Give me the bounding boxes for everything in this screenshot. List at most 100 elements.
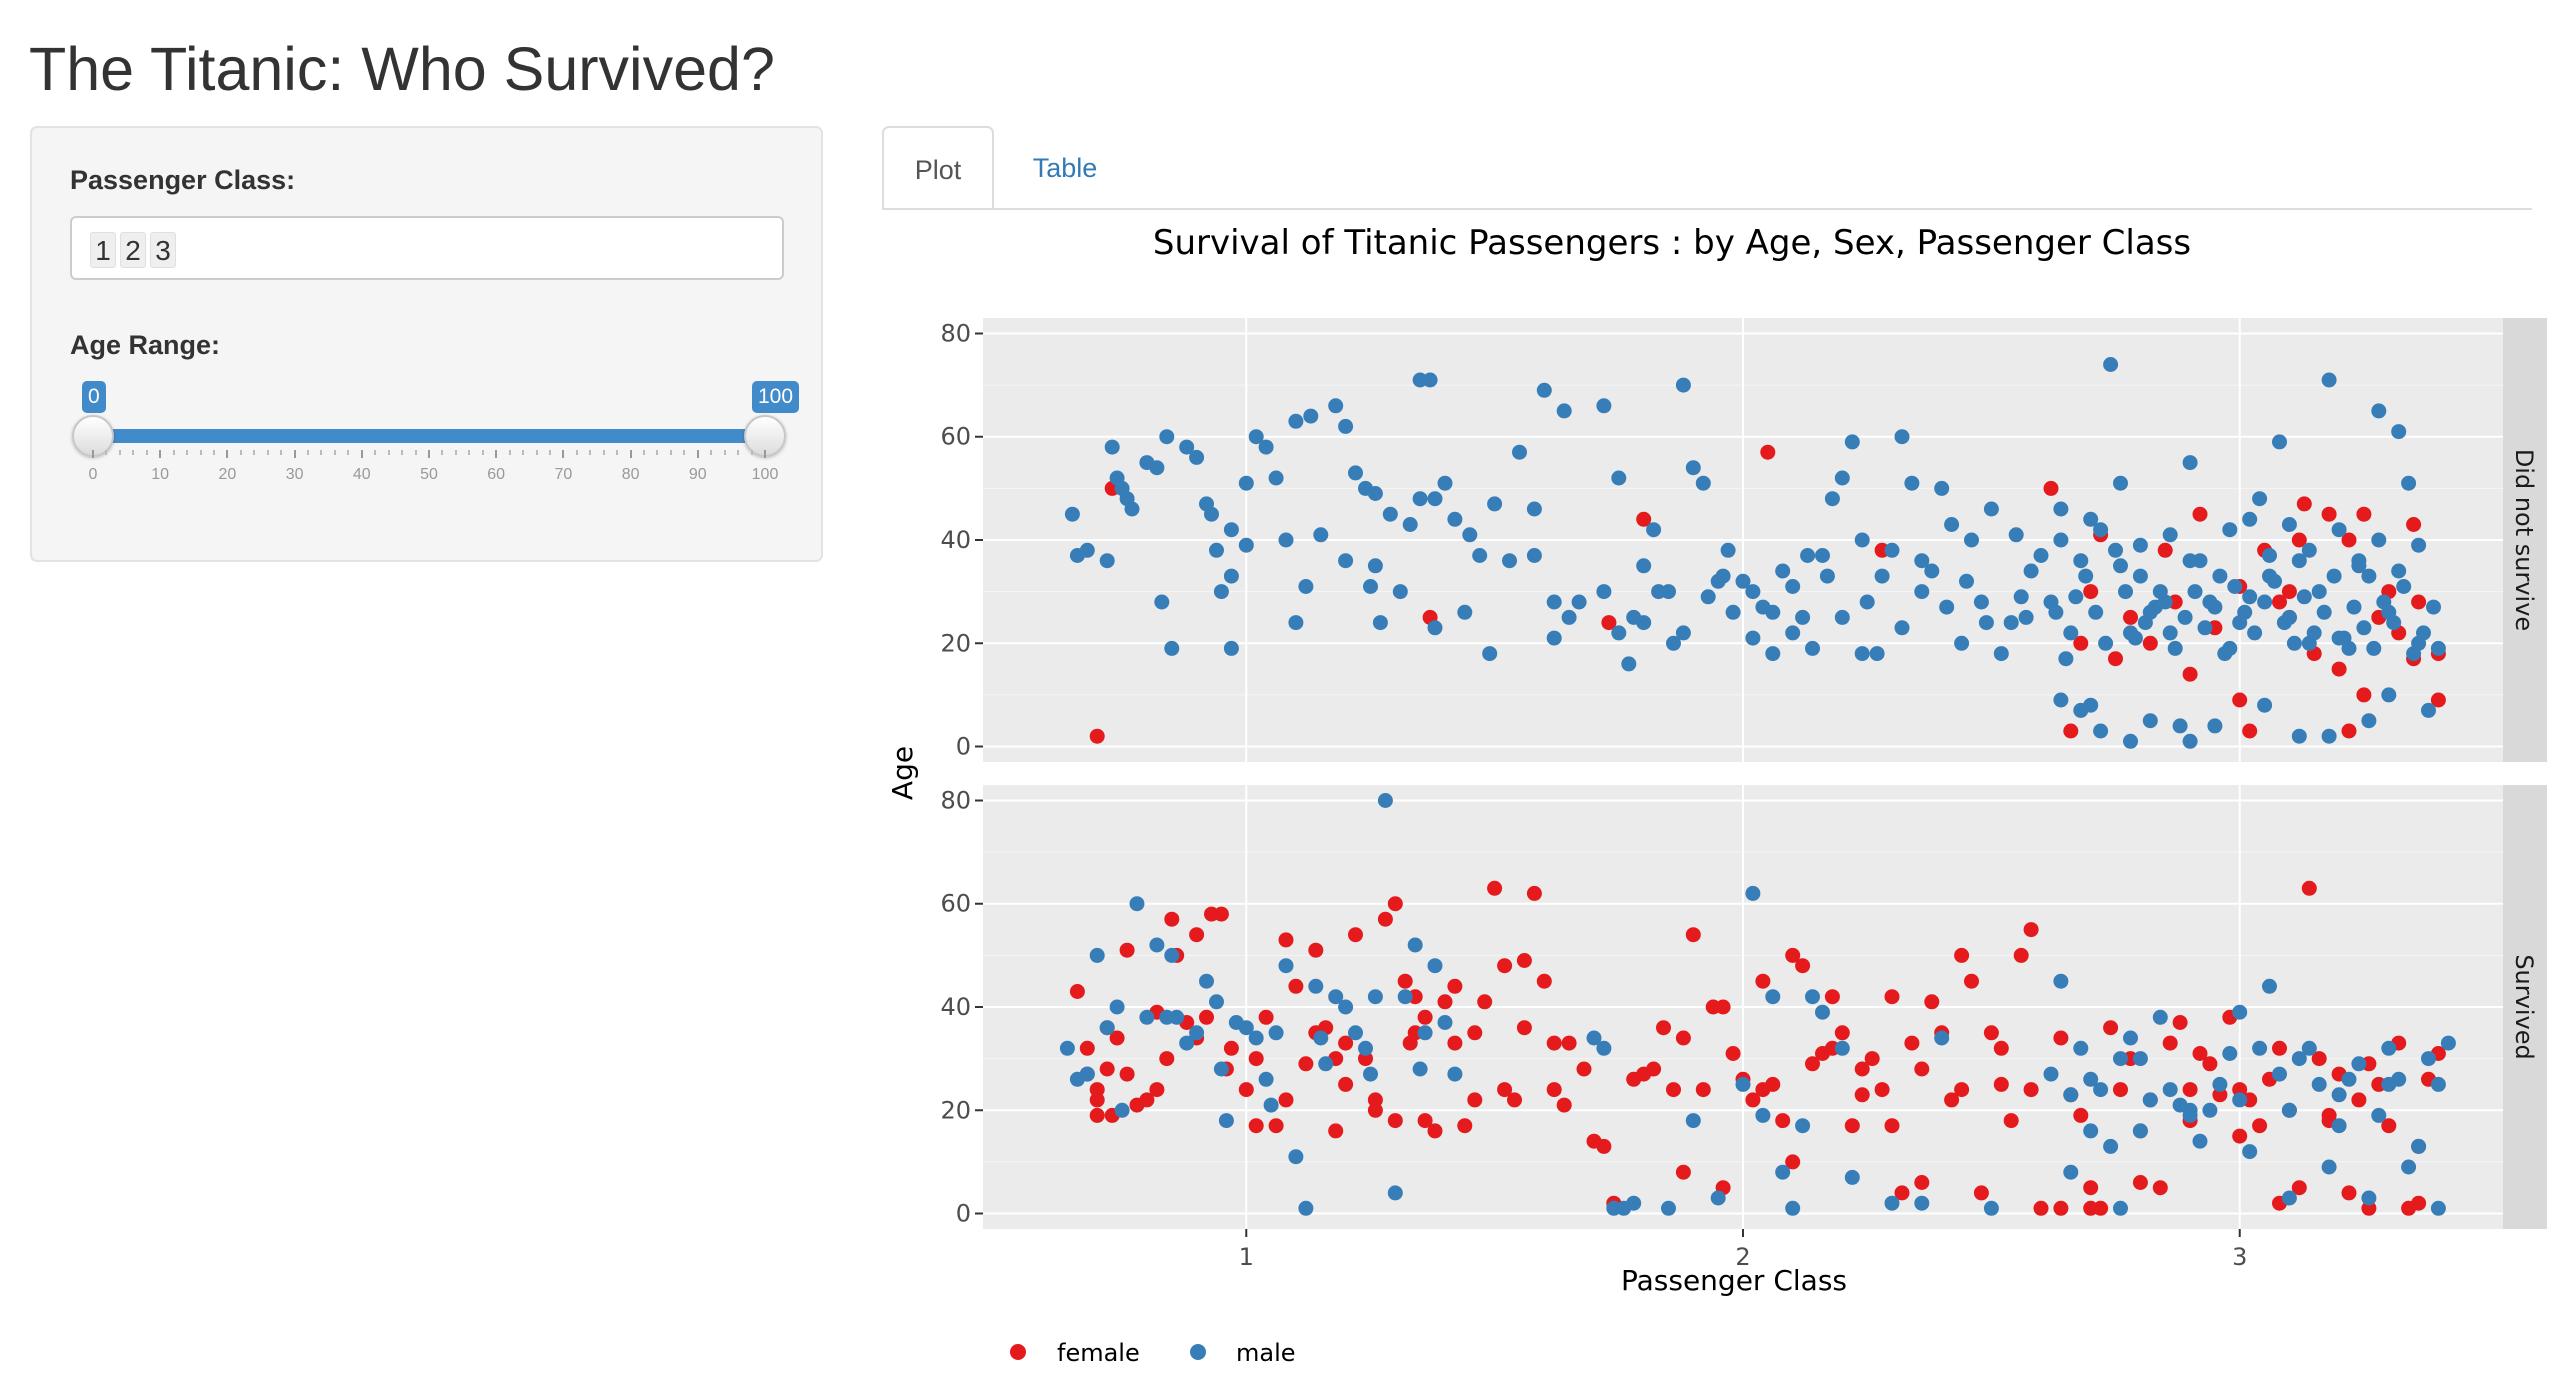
female-point	[2013, 947, 2029, 963]
male-point	[1412, 491, 1428, 507]
male-point	[1834, 1040, 1850, 1056]
axes: 0 20 40 60 80 0 20 40 60 80 1 2 3	[940, 319, 2247, 1271]
male-point	[2212, 568, 2228, 584]
female-point	[2301, 880, 2317, 896]
female-point	[2172, 1015, 2188, 1030]
male-point	[1114, 1102, 1130, 1118]
male-point	[1805, 989, 1820, 1005]
female-point	[1367, 1102, 1383, 1118]
slider-minor-tick	[239, 450, 242, 455]
page-title: The Titanic: Who Survived?	[29, 35, 775, 103]
male-point	[1482, 646, 1498, 662]
male-point	[2286, 635, 2302, 651]
male-point	[1447, 511, 1463, 527]
male-point	[1248, 429, 1264, 445]
female-point	[1685, 927, 1701, 943]
female-point	[1725, 1046, 1741, 1061]
male-point	[1611, 470, 1627, 486]
female-point	[2003, 1113, 2019, 1129]
male-point	[1392, 584, 1408, 600]
female-point	[2411, 594, 2427, 610]
passenger-class-select[interactable]: 1 2 3	[70, 216, 784, 280]
female-point	[1526, 885, 1542, 901]
male-point	[1427, 620, 1443, 636]
age-slider-track[interactable]	[94, 429, 762, 443]
slider-tick-label: 40	[352, 466, 371, 483]
male-point	[2043, 1066, 2059, 1082]
tab-table[interactable]: Table	[1032, 153, 1098, 183]
male-point	[1819, 568, 1835, 584]
female-point	[1089, 1082, 1105, 1098]
male-point	[1139, 1009, 1155, 1025]
slider-minor-tick	[145, 450, 148, 455]
male-point	[1859, 594, 1875, 610]
male-point	[2093, 723, 2109, 739]
male-point	[1377, 793, 1393, 808]
female-point	[1507, 1092, 1522, 1108]
slider-minor-tick	[199, 450, 202, 455]
male-point	[1685, 460, 1701, 476]
male-point	[1402, 517, 1418, 532]
male-point	[1427, 491, 1443, 507]
male-point	[1959, 573, 1974, 589]
legend: female male	[1010, 1339, 1296, 1367]
male-point	[2371, 403, 2387, 419]
class-chip-1[interactable]: 1	[90, 232, 116, 268]
male-point	[2356, 620, 2372, 636]
female-point	[1248, 1051, 1264, 1067]
male-point	[2182, 1107, 2198, 1123]
male-point	[1199, 973, 1214, 989]
female-point	[2152, 1180, 2168, 1196]
slider-tick-mark	[428, 450, 430, 458]
male-point	[2361, 713, 2377, 729]
male-point	[1213, 584, 1229, 600]
slider-tick-mark	[360, 450, 363, 458]
male-point	[1288, 413, 1304, 429]
male-point	[1109, 999, 1125, 1015]
female-point	[1467, 1025, 1483, 1041]
male-point	[1964, 532, 1979, 548]
female-point	[2356, 687, 2372, 703]
male-point	[2113, 1051, 2128, 1067]
male-point	[2118, 584, 2133, 600]
female-point	[1109, 1030, 1125, 1046]
male-point	[2351, 553, 2367, 569]
male-point	[1815, 548, 1830, 563]
male-point	[2311, 1076, 2327, 1092]
female-point	[2341, 1185, 2357, 1201]
male-point	[2316, 604, 2332, 620]
female-point	[2411, 1195, 2427, 1211]
male-point	[1561, 609, 1577, 625]
female-point	[1447, 978, 1463, 994]
male-point	[2331, 1118, 2347, 1134]
tab-plot[interactable]: Plot	[882, 126, 994, 210]
male-point	[1189, 449, 1205, 465]
male-point	[1223, 568, 1239, 584]
male-point	[2222, 522, 2238, 538]
male-point	[1666, 635, 1681, 651]
male-point	[1934, 1030, 1950, 1046]
male-point	[2177, 609, 2193, 625]
y-tick-label: 0	[956, 1200, 971, 1228]
male-point	[2321, 372, 2337, 388]
female-point	[1556, 1097, 1572, 1113]
female-point	[1785, 1154, 1801, 1170]
male-point	[1596, 398, 1612, 414]
male-point	[2172, 718, 2188, 734]
tabs-divider	[882, 208, 2532, 210]
slider-tick-label: 100	[751, 466, 779, 483]
male-point	[1099, 1020, 1115, 1036]
female-point	[2103, 1020, 2119, 1036]
female-point	[1139, 1092, 1155, 1108]
class-chip-3[interactable]: 3	[150, 232, 176, 268]
male-point	[1775, 563, 1791, 579]
male-point	[1363, 1066, 1378, 1082]
female-point	[1601, 615, 1617, 631]
male-point	[2078, 568, 2094, 584]
class-chip-2[interactable]: 2	[120, 232, 146, 268]
slider-tick-label: 10	[151, 466, 170, 483]
female-point	[2281, 584, 2297, 600]
female-point	[1497, 1082, 1513, 1098]
slider-tick-label: 70	[554, 466, 573, 483]
male-point	[2123, 1030, 2138, 1046]
